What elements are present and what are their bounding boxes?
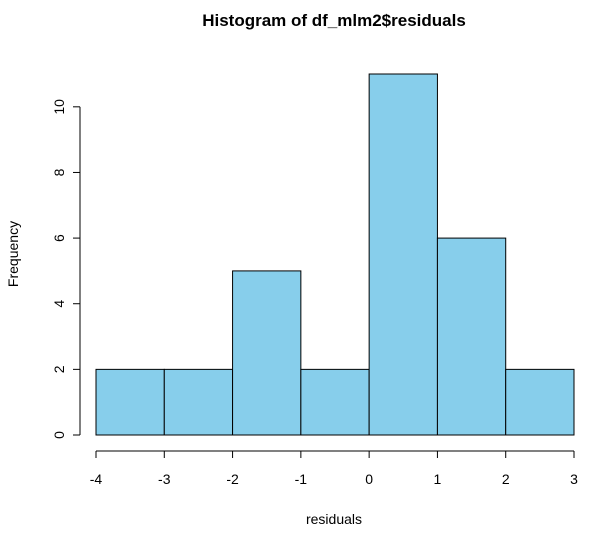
- histogram-bar-3: [300, 368, 370, 436]
- x-axis-label: residuals: [306, 511, 362, 527]
- y-tick-label-1: 2: [51, 365, 67, 373]
- x-tick-label-5: 1: [434, 471, 442, 487]
- x-tick-label-0: -4: [90, 471, 103, 487]
- y-tick-label-4: 8: [51, 168, 67, 176]
- histogram-bar-1: [163, 368, 234, 436]
- x-tick-label-7: 3: [570, 471, 578, 487]
- y-tick-label-5: 10: [51, 99, 67, 115]
- y-axis: 0 2 4 6 8 10: [51, 99, 81, 439]
- chart-title: Histogram of df_mlm2$residuals: [202, 11, 466, 30]
- histogram-bar-6: [505, 368, 575, 436]
- x-tick-label-3: -1: [295, 471, 308, 487]
- bars-group: [95, 73, 575, 436]
- x-tick-label-6: 2: [502, 471, 510, 487]
- histogram-bar-4: [368, 73, 438, 436]
- x-tick-label-4: 0: [365, 471, 373, 487]
- x-tick-label-1: -3: [158, 471, 171, 487]
- y-axis-label: Frequency: [5, 221, 21, 287]
- y-tick-label-0: 0: [51, 431, 67, 439]
- x-axis: -4 -3 -2 -1 0 1 2 3: [90, 450, 578, 487]
- histogram-bar-2: [232, 270, 302, 436]
- x-tick-label-2: -2: [226, 471, 239, 487]
- y-tick-label-3: 6: [51, 234, 67, 242]
- y-tick-label-2: 4: [51, 300, 67, 308]
- histogram-bar-5: [436, 237, 507, 436]
- histogram-bar-0: [95, 368, 165, 436]
